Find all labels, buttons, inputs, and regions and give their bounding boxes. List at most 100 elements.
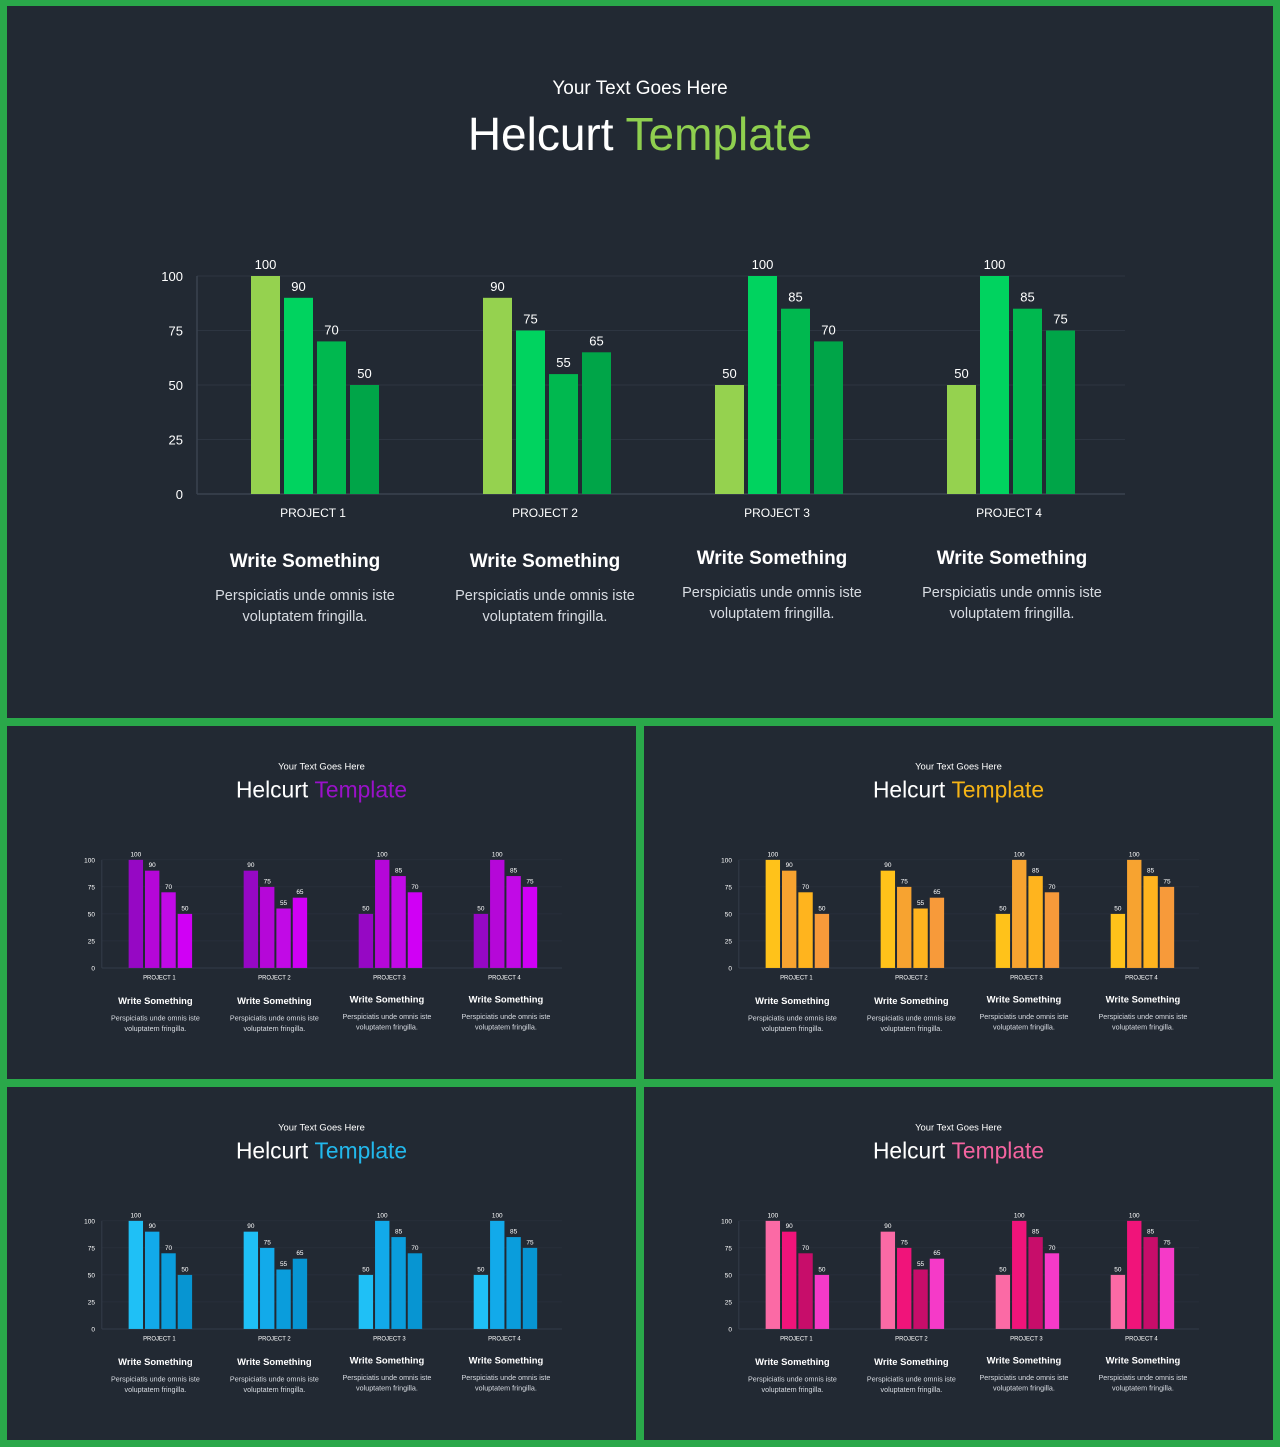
bar-value-label: 70 [821, 322, 835, 337]
title-main: Helcurt [873, 776, 946, 802]
bar [177, 913, 193, 968]
y-tick-label: 0 [728, 965, 732, 972]
slide-subtitle: Your Text Goes Here [278, 1122, 365, 1133]
card-body-line: voluptatem fringilla. [356, 1384, 418, 1392]
card-body-line: voluptatem fringilla. [710, 606, 835, 622]
bar-value-label: 100 [1014, 851, 1025, 858]
bar [929, 897, 945, 968]
project-card: Write Something Perspiciatis unde omnis i… [461, 1355, 550, 1393]
bar-value-label: 100 [767, 1212, 778, 1219]
card-body-line: Perspiciatis unde omnis iste [455, 588, 635, 604]
card-body-line: Perspiciatis unde omnis iste [979, 1013, 1068, 1021]
bar-value-label: 100 [130, 1212, 141, 1219]
card-body-line: Perspiciatis unde omnis iste [111, 1375, 200, 1383]
x-category-label: PROJECT 1 [143, 975, 176, 981]
bar-value-label: 85 [1147, 1229, 1155, 1236]
bar-value-label: 75 [264, 878, 272, 885]
bar-value-label: 70 [165, 1245, 173, 1252]
bar-chart: 0 25 50 75 100 100 90 70 50 PROJECT 1 90 75 55 65 PROJ… [84, 1212, 562, 1342]
bar [1044, 1253, 1060, 1329]
bar [913, 1269, 928, 1329]
card-heading: Write Something [470, 551, 621, 572]
bar [995, 1274, 1011, 1329]
title-accent: Template [952, 776, 1045, 802]
slide-blue: Your Text Goes Here Helcurt Template 0 25 50… [7, 1087, 636, 1440]
bar [782, 1231, 797, 1329]
y-tick-label: 50 [725, 1272, 733, 1279]
title-accent: Template [952, 1137, 1045, 1163]
bar-value-label: 100 [984, 257, 1006, 272]
slide-pink: Your Text Goes Here Helcurt Template 0 25 50… [644, 1087, 1273, 1440]
slide-canvas: Your Text Goes Here Helcurt Template 0 25 50… [721, 1122, 1199, 1394]
card-heading: Write Something [350, 994, 425, 1005]
bar-value-label: 100 [767, 851, 778, 858]
bar-value-label: 90 [149, 862, 157, 869]
card-body-line: voluptatem fringilla. [125, 1025, 187, 1033]
bar-value-label: 90 [247, 862, 255, 869]
bar-value-label: 70 [411, 884, 419, 891]
bar [145, 870, 160, 968]
bar [407, 892, 423, 968]
bar-value-label: 100 [1129, 851, 1140, 858]
bar [814, 913, 830, 968]
bar-value-label: 70 [802, 1245, 810, 1252]
bar [260, 886, 275, 968]
x-category-label: PROJECT 1 [143, 1336, 176, 1342]
bar [317, 341, 346, 494]
title-main: Helcurt [873, 1137, 946, 1163]
bar-value-label: 70 [1048, 884, 1056, 891]
card-body-line: Perspiciatis unde omnis iste [230, 1375, 319, 1383]
bar-value-label: 50 [818, 1266, 826, 1273]
card-heading: Write Something [987, 1355, 1062, 1366]
y-tick-label: 50 [88, 911, 96, 918]
bar [1143, 1237, 1158, 1329]
card-body-line: Perspiciatis unde omnis iste [215, 588, 395, 604]
bar [1028, 876, 1043, 968]
slide-canvas: Your Text Goes Here Helcurt Template 0 25 50… [84, 761, 562, 1033]
card-body-line: voluptatem fringilla. [475, 1023, 537, 1031]
bar [145, 1231, 160, 1329]
bar [128, 859, 144, 968]
card-body-line: voluptatem fringilla. [475, 1384, 537, 1392]
bar-value-label: 75 [1163, 878, 1171, 885]
bar [748, 276, 777, 494]
bar [1044, 892, 1060, 968]
card-body-line: Perspiciatis unde omnis iste [111, 1014, 200, 1022]
bar-value-label: 75 [1053, 312, 1067, 327]
project-card: Write Something Perspiciatis unde omnis i… [342, 1355, 431, 1393]
bar [522, 1247, 538, 1329]
bar [473, 1274, 489, 1329]
y-tick-label: 100 [721, 857, 732, 864]
bar [880, 870, 896, 968]
bar-value-label: 75 [523, 312, 537, 327]
bar-chart: 0 25 50 75 100 100 90 70 50 PROJECT 1 90 75 55 65 PROJ… [161, 257, 1125, 520]
project-card: Write Something Perspiciatis unde omnis i… [461, 994, 550, 1032]
bar-value-label: 75 [901, 878, 909, 885]
x-category-label: PROJECT 2 [895, 1336, 928, 1342]
bar-value-label: 65 [296, 1250, 304, 1257]
project-card: Write Something Perspiciatis unde omnis i… [455, 551, 635, 625]
title-main: Helcurt [468, 108, 614, 160]
x-category-label: PROJECT 4 [488, 975, 521, 981]
bar-value-label: 100 [377, 851, 388, 858]
bar-value-label: 70 [324, 322, 338, 337]
bar-value-label: 55 [280, 1261, 288, 1268]
card-body-line: Perspiciatis unde omnis iste [1098, 1013, 1187, 1021]
bar-value-label: 50 [181, 1266, 189, 1273]
y-tick-label: 75 [88, 884, 96, 891]
card-heading: Write Something [937, 548, 1088, 569]
bar-value-label: 85 [1032, 868, 1040, 875]
bar [391, 876, 406, 968]
bar [276, 1269, 291, 1329]
bar-value-label: 65 [589, 333, 603, 348]
bar-value-label: 90 [291, 279, 305, 294]
bar-value-label: 50 [362, 1266, 370, 1273]
bar [897, 1247, 912, 1329]
bar [549, 374, 578, 494]
bar-value-label: 100 [1014, 1212, 1025, 1219]
card-body-line: Perspiciatis unde omnis iste [230, 1014, 319, 1022]
card-heading: Write Something [1106, 994, 1181, 1005]
bar-value-label: 75 [526, 878, 534, 885]
bar-value-label: 85 [395, 1229, 403, 1236]
bar [1159, 1247, 1175, 1329]
